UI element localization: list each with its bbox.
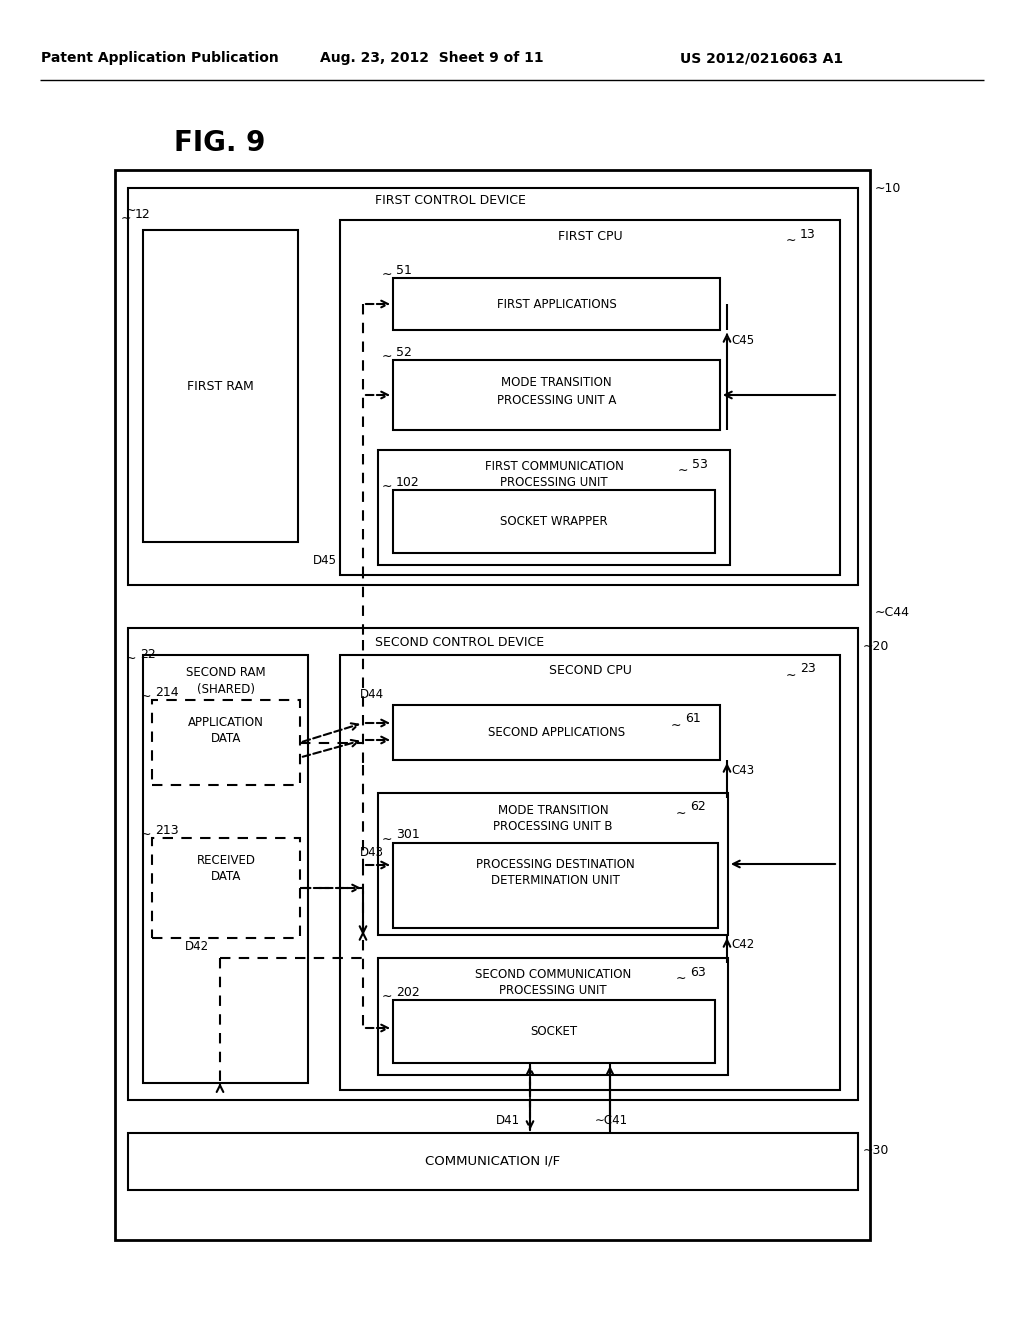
Text: COMMUNICATION I/F: COMMUNICATION I/F xyxy=(425,1155,560,1168)
Text: PROCESSING UNIT B: PROCESSING UNIT B xyxy=(494,820,612,833)
Text: FIRST APPLICATIONS: FIRST APPLICATIONS xyxy=(497,297,616,310)
Text: ∼: ∼ xyxy=(676,807,686,820)
Text: FIG. 9: FIG. 9 xyxy=(174,129,265,157)
Bar xyxy=(128,1133,858,1191)
Text: C43: C43 xyxy=(731,763,754,776)
Text: ∼: ∼ xyxy=(382,479,392,492)
Text: SECOND RAM: SECOND RAM xyxy=(185,667,265,680)
Text: ∼C41: ∼C41 xyxy=(595,1114,628,1127)
Text: ∼C44: ∼C44 xyxy=(874,606,910,619)
Text: FIRST CONTROL DEVICE: FIRST CONTROL DEVICE xyxy=(375,194,525,207)
Text: MODE TRANSITION: MODE TRANSITION xyxy=(498,804,608,817)
Bar xyxy=(393,490,715,553)
Text: D44: D44 xyxy=(360,689,384,701)
Bar xyxy=(393,360,720,430)
Bar xyxy=(393,843,718,928)
Bar xyxy=(378,958,728,1074)
Text: C45: C45 xyxy=(731,334,754,346)
Text: ∼: ∼ xyxy=(140,828,151,841)
Text: D45: D45 xyxy=(313,553,337,566)
Text: 51: 51 xyxy=(396,264,412,276)
Text: SOCKET WRAPPER: SOCKET WRAPPER xyxy=(500,515,608,528)
Text: D41: D41 xyxy=(496,1114,520,1127)
Text: ∼: ∼ xyxy=(785,668,796,681)
Text: PROCESSING UNIT A: PROCESSING UNIT A xyxy=(497,393,616,407)
Text: 63: 63 xyxy=(690,965,706,978)
Text: ∼: ∼ xyxy=(382,350,392,363)
Text: SECOND CONTROL DEVICE: SECOND CONTROL DEVICE xyxy=(376,636,545,649)
Text: ∼: ∼ xyxy=(678,463,688,477)
Text: ∼: ∼ xyxy=(121,211,131,224)
Text: ∼: ∼ xyxy=(785,234,796,247)
Text: 53: 53 xyxy=(692,458,708,470)
Bar xyxy=(393,705,720,760)
Text: SECOND COMMUNICATION: SECOND COMMUNICATION xyxy=(475,969,631,982)
Bar xyxy=(340,220,840,576)
Text: ∼: ∼ xyxy=(676,972,686,985)
Text: ∼: ∼ xyxy=(382,990,392,1002)
Text: PROCESSING UNIT: PROCESSING UNIT xyxy=(500,475,608,488)
Text: APPLICATION: APPLICATION xyxy=(188,715,264,729)
Text: 214: 214 xyxy=(155,685,178,698)
Text: 301: 301 xyxy=(396,829,420,842)
Text: ∼: ∼ xyxy=(126,652,136,664)
Text: FIRST RAM: FIRST RAM xyxy=(187,380,254,392)
Text: FIRST CPU: FIRST CPU xyxy=(558,230,623,243)
Text: 22: 22 xyxy=(140,648,156,660)
Text: 62: 62 xyxy=(690,800,706,813)
Text: ∼: ∼ xyxy=(671,718,681,731)
Text: FIRST COMMUNICATION: FIRST COMMUNICATION xyxy=(484,461,624,474)
Text: ∼: ∼ xyxy=(382,268,392,281)
Bar xyxy=(128,187,858,585)
Bar xyxy=(143,230,298,543)
Text: ∼: ∼ xyxy=(126,203,136,216)
Bar xyxy=(393,1001,715,1063)
Bar xyxy=(152,700,300,785)
Bar xyxy=(378,793,728,935)
Text: PROCESSING DESTINATION: PROCESSING DESTINATION xyxy=(476,858,635,871)
Text: US 2012/0216063 A1: US 2012/0216063 A1 xyxy=(680,51,844,65)
Text: ∼: ∼ xyxy=(140,689,151,702)
Text: SECOND APPLICATIONS: SECOND APPLICATIONS xyxy=(488,726,625,739)
Text: DETERMINATION UNIT: DETERMINATION UNIT xyxy=(492,874,620,887)
Text: SECOND CPU: SECOND CPU xyxy=(549,664,632,677)
Text: 202: 202 xyxy=(396,986,420,998)
Text: 61: 61 xyxy=(685,713,700,726)
Bar xyxy=(128,628,858,1100)
Text: D42: D42 xyxy=(185,940,209,953)
Text: ∼30: ∼30 xyxy=(863,1144,890,1158)
Bar xyxy=(152,838,300,939)
Text: D43: D43 xyxy=(360,846,384,859)
Text: ∼10: ∼10 xyxy=(874,181,901,194)
Text: 102: 102 xyxy=(396,475,420,488)
Text: 12: 12 xyxy=(135,207,151,220)
Text: SOCKET: SOCKET xyxy=(530,1026,578,1038)
Text: C42: C42 xyxy=(731,939,755,952)
Text: Aug. 23, 2012  Sheet 9 of 11: Aug. 23, 2012 Sheet 9 of 11 xyxy=(321,51,544,65)
Text: PROCESSING UNIT: PROCESSING UNIT xyxy=(499,985,607,998)
Bar xyxy=(378,450,730,565)
Text: 52: 52 xyxy=(396,346,412,359)
Text: Patent Application Publication: Patent Application Publication xyxy=(41,51,279,65)
Text: ∼: ∼ xyxy=(382,833,392,846)
Text: (SHARED): (SHARED) xyxy=(197,682,255,696)
Text: 23: 23 xyxy=(800,663,816,676)
Bar xyxy=(143,655,308,1082)
Text: ∼20: ∼20 xyxy=(863,639,890,652)
Bar xyxy=(393,279,720,330)
Text: 13: 13 xyxy=(800,227,816,240)
Bar xyxy=(115,170,870,1239)
Text: RECEIVED: RECEIVED xyxy=(197,854,256,866)
Bar xyxy=(340,655,840,1090)
Text: MODE TRANSITION: MODE TRANSITION xyxy=(501,375,611,388)
Text: DATA: DATA xyxy=(211,731,242,744)
Text: 213: 213 xyxy=(155,824,178,837)
Text: DATA: DATA xyxy=(211,870,242,883)
